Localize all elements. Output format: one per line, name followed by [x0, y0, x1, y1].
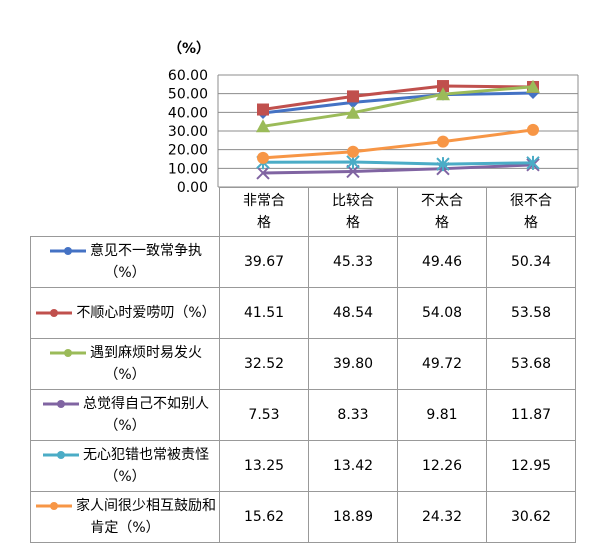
data-point-s6-1 — [257, 151, 269, 164]
data-point-s5-3 — [436, 157, 450, 172]
data-value-cell: 54.08 — [397, 287, 487, 339]
data-value-cell: 32.52 — [219, 338, 309, 390]
series-line-4 — [262, 163, 534, 175]
series-line-1 — [262, 91, 534, 115]
data-value-cell: 48.54 — [308, 287, 398, 339]
legend-key-marker — [50, 502, 58, 510]
data-value-cell: 9.81 — [397, 389, 487, 441]
data-point-s4-2 — [346, 164, 360, 179]
data-value-cell: 8.33 — [308, 389, 398, 441]
legend-key-marker — [64, 349, 72, 357]
data-point-s2-2 — [347, 90, 359, 103]
data-point-s5-4 — [526, 155, 540, 170]
series-legend-cell: 无心犯错也常被责怪（%） — [30, 440, 220, 492]
series-line-3 — [262, 85, 534, 128]
legend-key-marker — [57, 400, 65, 408]
data-value-cell: 12.26 — [397, 440, 487, 492]
category-label: 不太合格 — [397, 187, 487, 237]
data-point-s4-1 — [256, 166, 270, 180]
y-tick-label: 40.00 — [168, 105, 208, 121]
legend-key-marker — [57, 451, 65, 459]
y-tick-label: 10.00 — [168, 161, 208, 177]
table-header-row: 非常合格比较合格不太合格很不合格 — [30, 187, 576, 237]
table-row: 意见不一致常争执（%） 39.67 45.33 49.46 50.34 — [30, 236, 576, 288]
data-point-s6-2 — [347, 145, 359, 158]
data-point-s3-3 — [436, 87, 450, 101]
series-legend-cell: 总觉得自己不如别人（%） — [30, 389, 220, 441]
table-corner — [30, 187, 220, 237]
data-value-cell: 13.25 — [219, 440, 309, 492]
series-name: 意见不一致常争执（%） — [90, 243, 202, 281]
table-row: 家人间很少相互鼓励和肯定（%） 15.62 18.89 24.32 30.62 — [30, 491, 576, 543]
y-tick-label: 20.00 — [168, 143, 208, 159]
y-tick-label: 30.00 — [168, 124, 208, 140]
legend-key-1 — [50, 247, 86, 255]
data-point-s2-1 — [257, 103, 269, 116]
series-name: 无心犯错也常被责怪（%） — [83, 447, 209, 485]
y-axis-unit-label: （%） — [168, 41, 211, 57]
data-value-cell: 18.89 — [308, 491, 398, 543]
legend-key-5 — [43, 451, 79, 459]
series-name: 不顺心时爱唠叨（%） — [76, 305, 216, 321]
series-legend-cell: 家人间很少相互鼓励和肯定（%） — [30, 491, 220, 543]
data-value-cell: 7.53 — [219, 389, 309, 441]
data-value-cell: 53.68 — [486, 338, 576, 390]
data-value-cell: 13.42 — [308, 440, 398, 492]
data-value-cell: 30.62 — [486, 491, 576, 543]
data-value-cell: 45.33 — [308, 236, 398, 288]
data-table: 非常合格比较合格不太合格很不合格意见不一致常争执（%） 39.67 45.33 49.… — [30, 187, 576, 543]
series-name: 遇到麻烦时易发火（%） — [90, 345, 202, 383]
series-line-2 — [262, 84, 534, 111]
table-row: 无心犯错也常被责怪（%） 13.25 13.42 12.26 12.95 — [30, 440, 576, 492]
data-point-s6-4 — [527, 123, 539, 136]
legend-key-6 — [36, 502, 72, 510]
data-value-cell: 41.51 — [219, 287, 309, 339]
data-point-s3-1 — [256, 119, 270, 133]
legend-key-marker — [64, 247, 72, 255]
legend-key-4 — [43, 400, 79, 408]
table-row: 总觉得自己不如别人（%） 7.53 8.33 9.81 11.87 — [30, 389, 576, 441]
data-point-s3-4 — [526, 79, 540, 93]
legend-key-3 — [50, 349, 86, 357]
category-label: 非常合格 — [219, 187, 309, 237]
data-value-cell: 53.58 — [486, 287, 576, 339]
series-line-5 — [262, 160, 534, 166]
series-legend-cell: 意见不一致常争执（%） — [30, 236, 220, 288]
y-tick-label: 60.00 — [168, 68, 208, 84]
table-row: 遇到麻烦时易发火（%） 32.52 39.80 49.72 53.68 — [30, 338, 576, 390]
data-value-cell: 15.62 — [219, 491, 309, 543]
data-value-cell: 49.72 — [397, 338, 487, 390]
data-point-s6-3 — [437, 135, 449, 148]
data-value-cell: 39.80 — [308, 338, 398, 390]
series-name: 家人间很少相互鼓励和肯定（%） — [76, 498, 216, 536]
table-row: 不顺心时爱唠叨（%） 41.51 48.54 54.08 53.58 — [30, 287, 576, 339]
legend-key-2 — [36, 309, 73, 317]
category-label: 很不合格 — [486, 187, 576, 237]
data-point-s3-2 — [346, 105, 360, 119]
data-value-cell: 49.46 — [397, 236, 487, 288]
data-value-cell: 39.67 — [219, 236, 309, 288]
data-value-cell: 24.32 — [397, 491, 487, 543]
y-tick-label: 50.00 — [168, 87, 208, 103]
series-line-6 — [262, 128, 534, 160]
series-legend-cell: 不顺心时爱唠叨（%） — [30, 287, 220, 339]
data-value-cell: 12.95 — [486, 440, 576, 492]
legend-key-marker — [50, 309, 59, 317]
series-name: 总觉得自己不如别人（%） — [83, 396, 209, 434]
data-value-cell: 11.87 — [486, 389, 576, 441]
data-point-s2-3 — [437, 80, 449, 93]
category-label: 比较合格 — [308, 187, 398, 237]
series-legend-cell: 遇到麻烦时易发火（%） — [30, 338, 220, 390]
data-value-cell: 50.34 — [486, 236, 576, 288]
